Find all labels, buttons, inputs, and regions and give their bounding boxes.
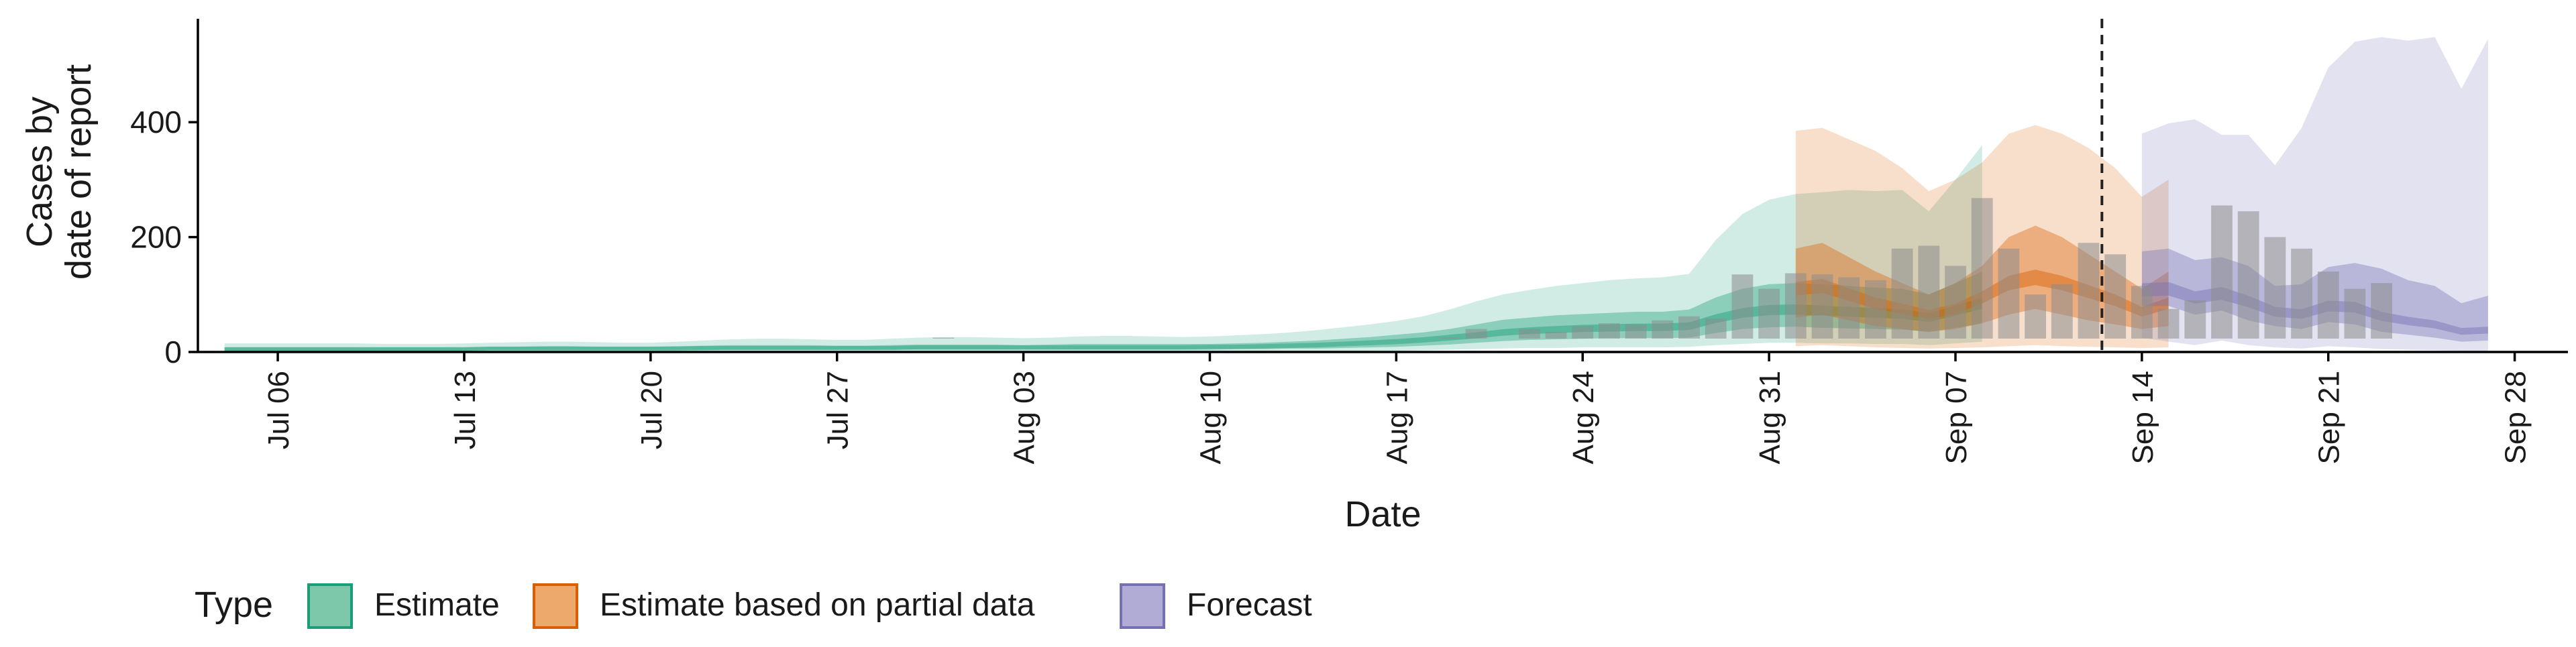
reported-bar (1918, 245, 1940, 339)
y-tick-label: 200 (130, 220, 182, 255)
reported-bar (1678, 316, 1700, 339)
reported-bar (1838, 277, 1860, 339)
x-tick-label: Jul 20 (635, 371, 668, 449)
reported-bar (1971, 198, 1993, 339)
band-0-median (224, 297, 1982, 351)
reported-bar (1758, 288, 1780, 339)
y-tick-label: 0 (164, 335, 182, 369)
reported-bar (1625, 324, 1647, 339)
x-tick-label: Aug 24 (1567, 371, 1600, 464)
reported-bar (1599, 323, 1620, 339)
reported-bar (1519, 329, 1540, 339)
x-tick-label: Sep 14 (2127, 371, 2159, 464)
x-axis-title: Date (1344, 494, 1421, 534)
x-tick-label: Jul 13 (449, 371, 482, 449)
reported-bar (2131, 286, 2153, 339)
x-tick-label: Sep 21 (2313, 371, 2346, 464)
x-tick-label: Aug 17 (1381, 371, 1413, 464)
reported-bar (1998, 248, 2020, 339)
y-axis-title-line: date of report (58, 64, 99, 280)
reported-bar (1545, 332, 1567, 339)
reported-bar (2237, 211, 2259, 339)
reported-bar (2078, 243, 2100, 339)
reported-bar (1865, 280, 1886, 339)
reported-bar (2264, 237, 2286, 339)
legend-label-2: Forecast (1187, 587, 1312, 623)
reported-bar (2184, 300, 2206, 339)
x-tick-label: Aug 31 (1754, 371, 1786, 464)
y-tick-label: 400 (130, 105, 182, 139)
reported-bar (1652, 320, 1674, 339)
x-tick-label: Aug 03 (1008, 371, 1041, 464)
reported-bar (2104, 254, 2127, 339)
reported-bar (1705, 318, 1727, 339)
reported-bar (1465, 329, 1487, 339)
x-tick-label: Sep 28 (2500, 371, 2532, 464)
band-0-50 (224, 272, 1982, 351)
reported-bar (2291, 248, 2312, 339)
legend-label-1: Estimate based on partial data (600, 587, 1035, 623)
reported-bar (1811, 274, 1833, 339)
band-0-90 (224, 145, 1982, 352)
reported-bar (2317, 272, 2339, 339)
legend-key-1 (533, 583, 578, 629)
reported-bar (1891, 248, 1913, 339)
x-tick-label: Jul 27 (822, 371, 855, 449)
reported-bar (1572, 326, 1594, 339)
legend: Type Estimate Estimate based on partial da… (195, 583, 1312, 629)
legend-key-0 (307, 583, 353, 629)
reported-bar (932, 337, 955, 339)
y-axis-title-line: Cases by (19, 97, 60, 247)
legend-title: Type (195, 585, 273, 625)
reported-bar (2211, 205, 2233, 339)
reported-bar (2157, 308, 2180, 339)
x-tick-label: Sep 07 (1940, 371, 1973, 464)
reported-bar (1731, 274, 1754, 339)
x-tick-label: Jul 06 (262, 371, 295, 449)
reported-bar (1945, 266, 1966, 339)
legend-key-2 (1120, 583, 1165, 629)
reported-bar (2371, 283, 2392, 339)
axes: 0 200 400 Jul 06 Jul 13 Jul 20 Jul 27 Aug 03 Aug… (130, 19, 2568, 464)
reported-bar (2051, 284, 2073, 339)
reported-bar (2025, 294, 2046, 339)
reported-cases-bars (932, 198, 2392, 339)
x-tick-label: Aug 10 (1195, 371, 1228, 464)
reported-bar (2344, 288, 2366, 339)
reported-bar (1438, 337, 1460, 339)
legend-label-0: Estimate (374, 587, 500, 623)
reported-bar (1784, 273, 1807, 339)
